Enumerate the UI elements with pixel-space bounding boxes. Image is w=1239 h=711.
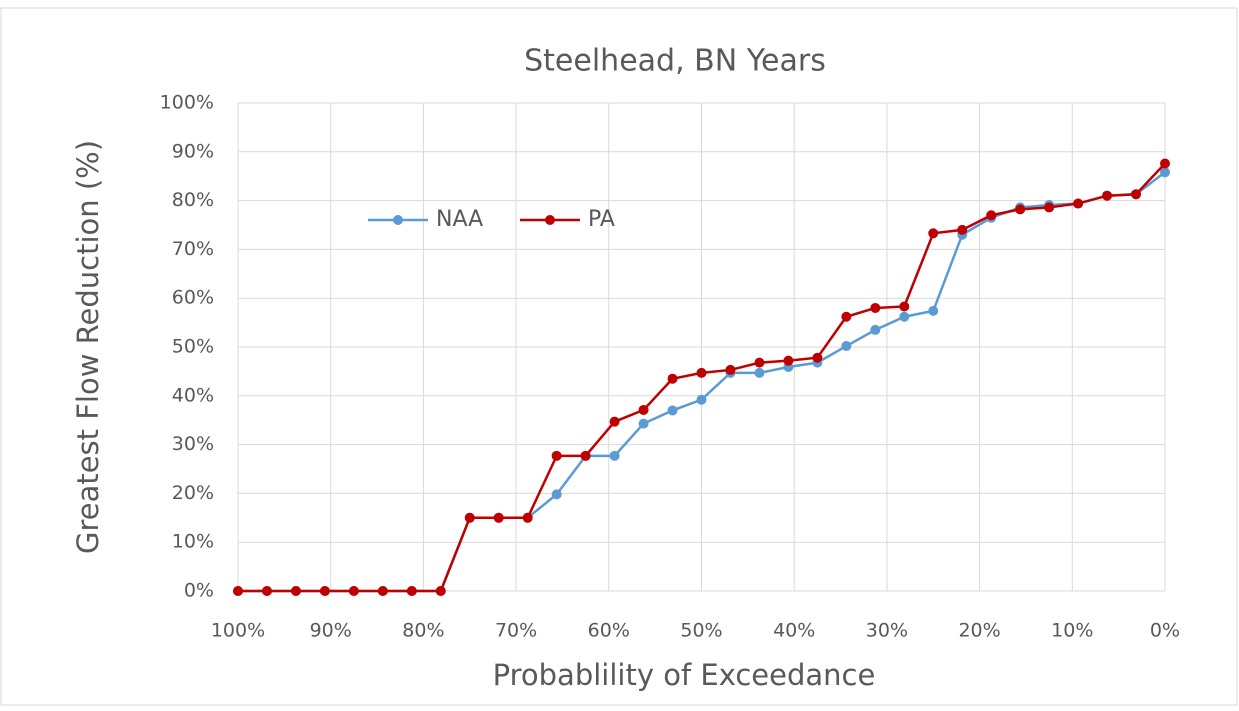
y-tick-label: 30% [172, 433, 214, 455]
y-tick-label: 0% [184, 580, 214, 602]
data-point [1160, 158, 1170, 169]
data-point [899, 301, 910, 312]
data-point [754, 367, 765, 378]
x-axis-label: Probablility of Exceedance [493, 658, 876, 692]
data-point [667, 373, 678, 384]
data-point [812, 352, 823, 363]
data-point [1102, 190, 1113, 201]
y-tick-label: 80% [172, 189, 214, 211]
data-point [1160, 167, 1170, 178]
data-point [233, 586, 243, 596]
data-point [899, 311, 910, 322]
x-tick-label: 10% [1051, 620, 1093, 642]
legend-label: NAA [436, 207, 483, 232]
data-point [841, 341, 852, 352]
data-point [290, 586, 301, 596]
data-point [1073, 198, 1084, 209]
x-tick-label: 20% [958, 620, 1000, 642]
x-tick-label: 50% [680, 620, 722, 642]
data-point [261, 586, 272, 596]
data-point [841, 311, 852, 322]
x-tick-label: 90% [310, 620, 352, 642]
data-point [551, 489, 562, 500]
data-point [783, 355, 794, 366]
y-tick-label: 40% [172, 384, 214, 406]
y-tick-label: 70% [172, 238, 214, 260]
data-point [319, 586, 330, 596]
data-point [638, 418, 649, 429]
y-tick-label: 50% [172, 336, 214, 358]
y-tick-label: 100% [160, 92, 214, 114]
x-tick-label: 100% [211, 620, 265, 642]
data-point [667, 405, 678, 416]
data-point [609, 416, 620, 427]
data-point [754, 357, 765, 368]
data-point [1015, 204, 1026, 215]
data-point [870, 324, 881, 335]
data-point [406, 586, 417, 596]
data-point [551, 450, 562, 461]
y-tick-label: 90% [172, 140, 214, 162]
data-point [725, 364, 736, 375]
y-tick-label: 10% [172, 531, 214, 553]
x-tick-label: 80% [402, 620, 444, 642]
y-tick-label: 20% [172, 482, 214, 504]
data-point [928, 305, 939, 316]
data-point [696, 394, 707, 405]
data-point [638, 404, 649, 415]
data-point [348, 586, 359, 596]
data-point [986, 210, 997, 221]
chart-frame [0, 7, 1238, 706]
legend-marker [393, 215, 403, 225]
data-point [464, 512, 475, 523]
data-point [580, 450, 591, 461]
data-point [609, 450, 620, 461]
legend-marker [545, 215, 555, 225]
x-tick-label: 30% [866, 620, 908, 642]
x-tick-label: 70% [495, 620, 537, 642]
data-point [377, 586, 388, 596]
data-point [870, 302, 881, 313]
x-tick-label: 60% [588, 620, 630, 642]
data-point [493, 512, 504, 523]
y-tick-label: 60% [172, 287, 214, 309]
chart-title: Steelhead, BN Years [524, 44, 826, 79]
data-point [1044, 202, 1055, 213]
data-point [1131, 189, 1142, 200]
x-tick-label: 0% [1150, 620, 1180, 642]
data-point [522, 512, 533, 523]
data-point [928, 228, 939, 239]
legend-label: PA [588, 207, 615, 232]
data-point [435, 586, 446, 596]
y-axis-label: Greatest Flow Reduction (%) [71, 140, 105, 554]
x-tick-label: 40% [773, 620, 815, 642]
data-point [696, 367, 707, 378]
data-point [957, 224, 968, 235]
